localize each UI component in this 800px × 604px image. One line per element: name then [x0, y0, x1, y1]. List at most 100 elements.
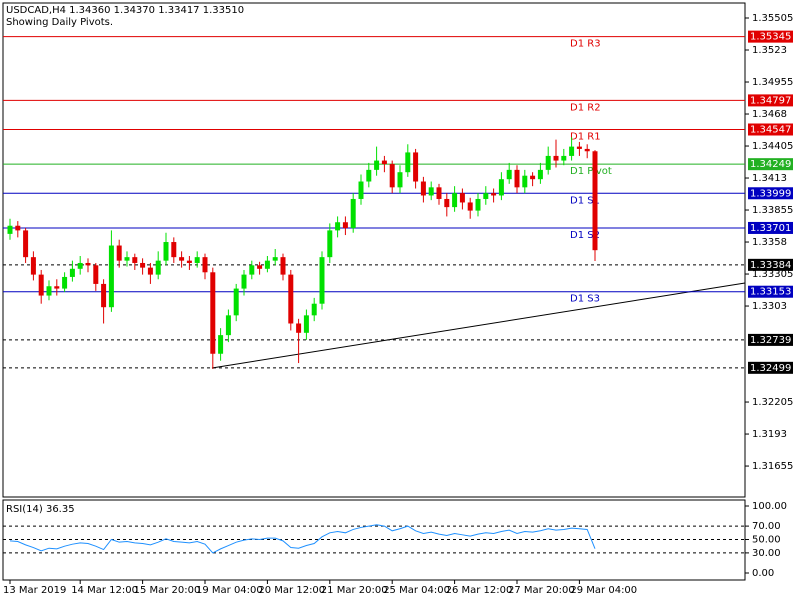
candle-body: [319, 257, 325, 304]
y-tick-label: 1.32205: [752, 397, 793, 408]
x-tick-label: 27 Mar 20:00: [508, 585, 575, 596]
candle-body: [522, 175, 528, 188]
x-tick-label: 29 Mar 04:00: [570, 585, 637, 596]
candle-body: [428, 187, 434, 196]
candle-body: [491, 193, 497, 196]
candle-body: [530, 175, 536, 180]
candle-body: [288, 274, 294, 324]
price-box: [748, 94, 793, 107]
candle-body: [101, 283, 107, 308]
candle-body: [77, 262, 83, 269]
candle-body: [264, 260, 270, 269]
candle-body: [514, 169, 520, 188]
y-tick-label: 1.3193: [752, 429, 787, 440]
candle-body: [140, 262, 146, 268]
candle-body: [420, 181, 426, 196]
x-tick-label: 14 Mar 12:00: [71, 585, 138, 596]
candle-body: [311, 303, 317, 316]
candle-body: [342, 222, 348, 229]
candle-body: [218, 335, 224, 354]
candle-body: [194, 257, 200, 263]
candle-body: [249, 265, 255, 275]
price-box-label: 1.34249: [750, 159, 791, 170]
candle-body: [327, 230, 333, 258]
candle-body: [280, 257, 286, 275]
price-box-label: 1.35345: [750, 32, 791, 43]
candle-body: [389, 164, 395, 188]
candle-body: [475, 198, 481, 211]
candle-body: [225, 315, 231, 336]
candle-body: [592, 151, 598, 251]
candle-body: [38, 274, 44, 296]
price-box: [748, 333, 793, 346]
y-tick-label: 100.00: [752, 501, 787, 512]
candle-body: [444, 198, 450, 208]
candle-body: [498, 179, 504, 196]
pivot-label: D1 S1: [570, 195, 600, 206]
candle-body: [303, 315, 309, 333]
candle-body: [116, 245, 122, 261]
chart-subtitle: Showing Daily Pivots.: [6, 17, 113, 28]
candle-body: [30, 257, 36, 275]
pivot-label: D1 R3: [570, 39, 601, 50]
candle-body: [381, 160, 387, 165]
candle-body: [483, 193, 489, 199]
candle-body: [296, 323, 302, 333]
x-tick-label: 26 Mar 12:00: [446, 585, 513, 596]
candle-body: [132, 257, 138, 263]
candle-body: [85, 262, 91, 266]
candle-body: [108, 245, 114, 308]
main-frame: [2, 2, 746, 498]
candle-body: [155, 260, 161, 275]
candle-body: [459, 193, 465, 203]
price-box-label: 1.34797: [750, 95, 791, 106]
candle-body: [7, 225, 13, 234]
candle-body: [350, 198, 356, 229]
candle-body: [147, 267, 153, 275]
candle-body: [46, 286, 52, 296]
pivot-label: D1 R2: [570, 102, 601, 113]
price-box: [748, 123, 793, 136]
y-tick-label: 1.3523: [752, 45, 787, 56]
x-tick-label: 15 Mar 20:00: [134, 585, 201, 596]
candle-body: [405, 152, 411, 173]
x-tick-label: 20 Mar 12:00: [258, 585, 325, 596]
candle-body: [54, 286, 60, 289]
x-tick-label: 13 Mar 2019: [3, 585, 66, 596]
y-tick-label: 1.33305: [752, 269, 793, 280]
price-box: [748, 30, 793, 43]
candle-body: [202, 257, 208, 273]
candle-body: [452, 193, 458, 208]
pivot-label: D1 Pivot: [570, 166, 612, 177]
pivot-label: D1 S3: [570, 294, 600, 305]
pivot-label: D1 R1: [570, 131, 601, 142]
y-tick-label: 50.00: [752, 535, 781, 546]
candle-body: [537, 169, 543, 180]
rsi-line: [9, 524, 596, 554]
y-tick-label: 1.33855: [752, 205, 793, 216]
candle-body: [576, 146, 582, 149]
price-box: [748, 361, 793, 374]
y-tick-label: 1.34405: [752, 141, 793, 152]
price-box-label: 1.32739: [750, 335, 791, 346]
candle-body: [241, 274, 247, 289]
candle-body: [179, 257, 185, 261]
candle-body: [561, 155, 567, 161]
y-tick-label: 0.00: [752, 568, 774, 579]
candle-body: [23, 230, 29, 258]
price-box: [748, 258, 793, 271]
candle-body: [397, 172, 403, 188]
y-tick-label: 1.3413: [752, 173, 787, 184]
candle-body: [62, 276, 68, 289]
price-box-label: 1.33701: [750, 223, 791, 234]
y-tick-label: 1.3468: [752, 109, 787, 120]
candle-body: [233, 288, 239, 316]
candle-body: [272, 257, 278, 261]
price-box-label: 1.34547: [750, 124, 791, 135]
candle-body: [335, 222, 341, 231]
candle-body: [506, 169, 512, 180]
x-tick-label: 25 Mar 04:00: [383, 585, 450, 596]
y-tick-label: 70.00: [752, 521, 781, 532]
candle-body: [436, 187, 442, 199]
